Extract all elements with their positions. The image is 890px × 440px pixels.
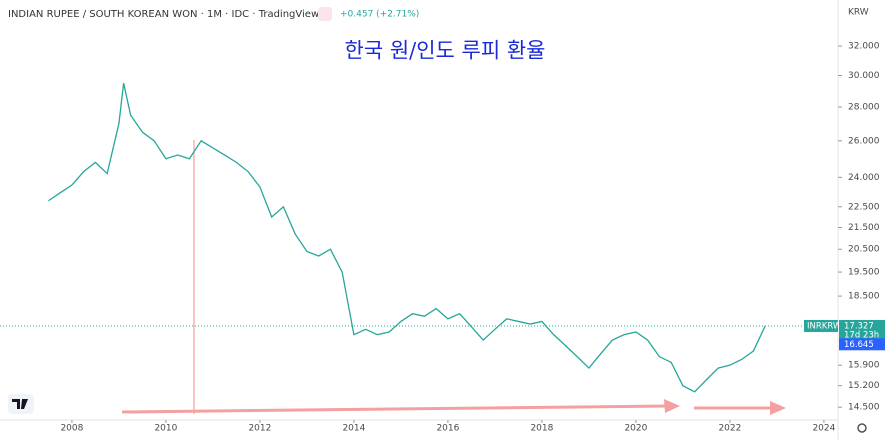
- chart-title: 한국 원/인도 루피 환율: [345, 39, 546, 63]
- x-tick-label: 2014: [342, 424, 365, 434]
- x-tick-label: 2024: [812, 424, 835, 434]
- price-change: +0.457 (+2.71%): [340, 10, 419, 20]
- last-price-label: 17.327: [844, 321, 874, 331]
- x-tick-label: 2016: [436, 424, 459, 434]
- x-tick-label: 2018: [530, 424, 553, 434]
- symbol-header: INDIAN RUPEE / SOUTH KOREAN WON · 1M · I…: [8, 9, 319, 20]
- x-tick-label: 2012: [248, 424, 271, 434]
- change-icon[interactable]: [318, 7, 332, 21]
- y-tick-label: 18.500: [848, 292, 880, 302]
- y-tick-label: 24.000: [848, 173, 880, 183]
- ma-label: 16.645: [844, 340, 874, 350]
- countdown-label: 17d 23h: [844, 330, 879, 340]
- y-tick-label: 19.500: [848, 268, 880, 278]
- last-price-tag: [839, 319, 885, 341]
- y-tick-label: 21.500: [848, 223, 880, 233]
- currency-label[interactable]: KRW: [848, 8, 869, 18]
- y-tick-label: 26.000: [848, 136, 880, 146]
- y-tick-label: 32.000: [848, 42, 880, 52]
- x-tick-label: 2020: [624, 424, 647, 434]
- ma-tag: [839, 338, 885, 351]
- y-tick-label: 15.900: [848, 361, 880, 371]
- price-line: [48, 83, 766, 393]
- y-tick-label: 20.500: [848, 245, 880, 255]
- settings-icon[interactable]: [857, 423, 867, 433]
- y-tick-label: 28.000: [848, 102, 880, 112]
- tradingview-logo[interactable]: [8, 394, 34, 414]
- x-tick-label: 2022: [718, 424, 741, 434]
- x-tick-label: 2008: [60, 424, 83, 434]
- y-tick-label: 30.000: [848, 71, 880, 81]
- symbol-tag-label: INRKRW: [807, 321, 842, 331]
- y-tick-label: 22.500: [848, 202, 880, 212]
- x-tick-label: 2010: [154, 424, 177, 434]
- y-tick-label: 14.500: [848, 403, 880, 413]
- symbol-tag: [804, 319, 838, 332]
- y-tick-label: 15.200: [848, 381, 880, 391]
- annotation-arrow: [121, 399, 786, 415]
